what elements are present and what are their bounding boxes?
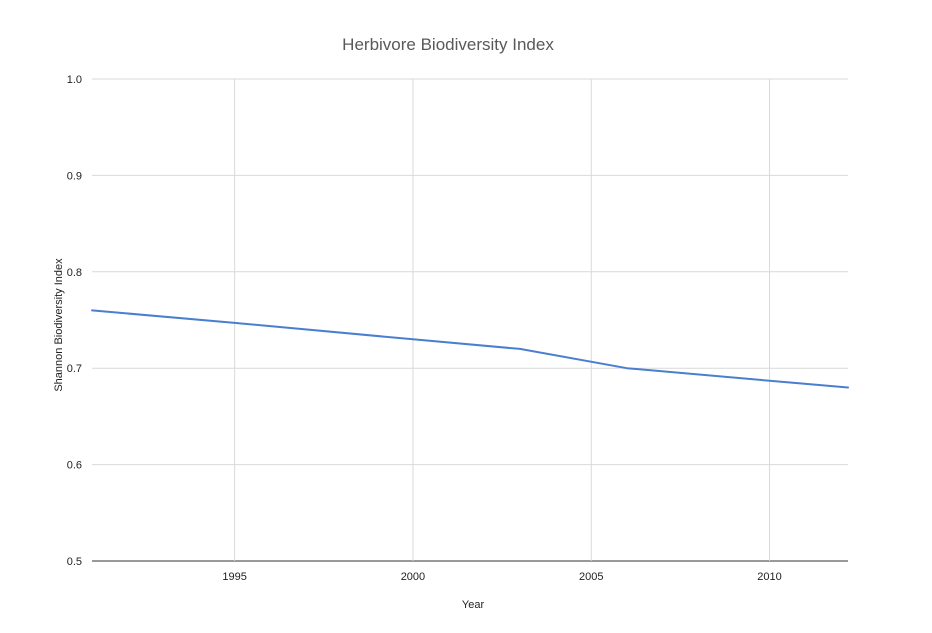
y-axis-label: Shannon Biodiversity Index — [53, 258, 65, 392]
x-tick-label: 1995 — [222, 571, 246, 583]
y-tick-label: 0.6 — [67, 460, 82, 472]
x-tick-label: 2000 — [401, 571, 425, 583]
y-tick-label: 0.5 — [67, 556, 82, 568]
x-axis-ticks: 1995 2000 2005 2010 — [222, 571, 781, 583]
y-tick-label: 0.8 — [67, 267, 82, 279]
x-axis-label: Year — [462, 599, 485, 611]
series-line — [91, 309, 849, 389]
y-axis-ticks: 0.5 0.6 0.7 0.8 0.9 1.0 — [67, 74, 82, 568]
x-tick-label: 2010 — [757, 571, 781, 583]
y-tick-label: 0.7 — [67, 363, 82, 375]
grid — [92, 78, 848, 562]
chart-title: Herbivore Biodiversity Index — [342, 35, 554, 54]
series-group — [91, 309, 849, 389]
x-tick-label: 2005 — [579, 571, 603, 583]
y-tick-label: 0.9 — [67, 170, 82, 182]
y-tick-label: 1.0 — [67, 74, 82, 86]
